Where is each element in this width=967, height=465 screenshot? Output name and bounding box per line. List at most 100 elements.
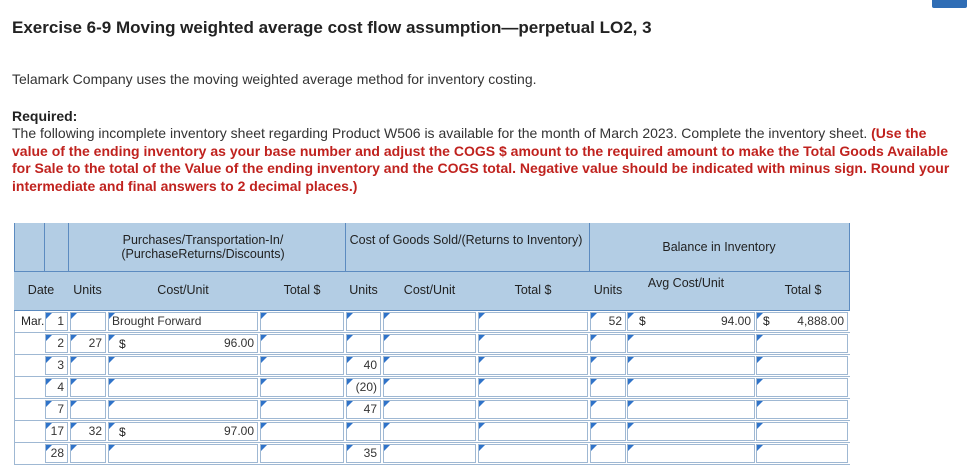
cogs-units-input[interactable] [346,334,381,353]
intro-text: Telamark Company uses the moving weighte… [12,71,537,87]
purchase-total-input[interactable] [260,356,344,375]
balance-avg-input[interactable] [627,334,755,353]
day-input[interactable]: 2 [45,334,68,353]
purchase-cost-input[interactable] [108,444,258,463]
col-balance-total: Total $ [784,283,822,297]
purchase-units-input[interactable]: 32 [70,422,106,441]
purchase-units-input[interactable] [70,356,106,375]
cogs-total-input[interactable] [478,334,588,353]
cogs-cost-input[interactable] [383,334,476,353]
currency-symbol: $ [119,337,126,351]
balance-avg-input[interactable] [627,444,755,463]
day-input[interactable]: 28 [45,444,68,463]
month-label: Mar. [21,314,45,328]
cogs-cost-input[interactable] [383,422,476,441]
required-label: Required: [12,108,78,124]
purchase-cost-input[interactable] [108,400,258,419]
purchase-units-input[interactable] [70,444,106,463]
balance-total-input[interactable] [756,422,848,441]
col-cogs-total: Total $ [514,283,552,297]
balance-total-input[interactable] [756,356,848,375]
row-divider [14,376,850,377]
cogs-cost-input[interactable] [383,356,476,375]
header-column-band [14,272,850,310]
balance-units-input[interactable] [590,422,626,441]
purchase-units-input[interactable] [70,312,106,331]
balance-group-header: Balance in Inventory [662,240,776,254]
cogs-cost-input[interactable] [383,400,476,419]
balance-units-input[interactable] [590,400,626,419]
balance-avg-input[interactable]: 94.00 [627,312,755,331]
cogs-group-header: Cost of Goods Sold/(Returns to Inventory… [349,233,583,247]
cogs-units-input[interactable] [346,312,381,331]
balance-avg-input[interactable] [627,356,755,375]
col-balance-units: Units [593,283,623,297]
cogs-total-input[interactable] [478,444,588,463]
balance-total-input[interactable]: 4,888.00 [756,312,848,331]
day-input[interactable]: 7 [45,400,68,419]
cogs-total-input[interactable] [478,400,588,419]
purchase-total-input[interactable] [260,400,344,419]
purchase-total-input[interactable] [260,312,344,331]
cogs-total-input[interactable] [478,356,588,375]
cogs-units-input[interactable]: 40 [346,356,381,375]
cogs-total-input[interactable] [478,422,588,441]
purchase-cost-input[interactable] [108,378,258,397]
balance-total-input[interactable] [756,444,848,463]
balance-units-input[interactable]: 52 [590,312,626,331]
purchase-units-input[interactable]: 27 [70,334,106,353]
day-input[interactable]: 1 [45,312,68,331]
purchase-total-input[interactable] [260,334,344,353]
required-description: The following incomplete inventory sheet… [12,125,868,141]
balance-avg-input[interactable] [627,400,755,419]
purchase-total-input[interactable] [260,422,344,441]
row-divider [14,442,850,443]
balance-avg-input[interactable] [627,422,755,441]
cogs-cost-input[interactable] [383,378,476,397]
purchase-cost-input[interactable]: 96.00 [108,334,258,353]
cogs-cost-input[interactable] [383,312,476,331]
inventory-sheet: Purchases/Transportation-In/ (PurchaseRe… [14,223,850,465]
row-divider [14,398,850,399]
col-purchase-total: Total $ [283,283,321,297]
balance-total-input[interactable] [756,400,848,419]
currency-symbol: $ [639,314,646,328]
row-divider [14,354,850,355]
purchase-cost-input[interactable] [108,356,258,375]
day-input[interactable]: 3 [45,356,68,375]
currency-symbol: $ [763,314,770,328]
purchase-total-input[interactable] [260,444,344,463]
required-text: The following incomplete inventory sheet… [12,125,957,195]
cogs-units-input[interactable]: (20) [346,378,381,397]
purchase-units-input[interactable] [70,378,106,397]
balance-avg-input[interactable] [627,378,755,397]
corner-tab[interactable] [932,0,967,8]
balance-total-input[interactable] [756,334,848,353]
balance-units-input[interactable] [590,356,626,375]
purchase-units-input[interactable] [70,400,106,419]
instructions-text: (Use the value of the ending inventory a… [12,125,950,194]
day-input[interactable]: 17 [45,422,68,441]
col-cogs-cost: Cost/Unit [403,283,456,297]
balance-total-input[interactable] [756,378,848,397]
exercise-title: Exercise 6-9 Moving weighted average cos… [12,18,652,37]
cogs-units-input[interactable]: 35 [346,444,381,463]
purchase-cost-input[interactable]: 97.00 [108,422,258,441]
header-group-band [14,223,850,271]
day-input[interactable]: 4 [45,378,68,397]
col-purchase-cost: Cost/Unit [157,283,209,297]
purchase-note-input[interactable]: Brought Forward [108,312,258,331]
currency-symbol: $ [119,425,126,439]
balance-units-input[interactable] [590,444,626,463]
cogs-cost-input[interactable] [383,444,476,463]
cogs-total-input[interactable] [478,312,588,331]
purchase-total-input[interactable] [260,378,344,397]
col-date: Date [27,283,55,297]
balance-units-input[interactable] [590,334,626,353]
col-cogs-units: Units [349,283,378,297]
cogs-total-input[interactable] [478,378,588,397]
balance-units-input[interactable] [590,378,626,397]
cogs-units-input[interactable] [346,422,381,441]
cogs-units-input[interactable]: 47 [346,400,381,419]
purchases-group-header: Purchases/Transportation-In/ (PurchaseRe… [121,233,285,261]
